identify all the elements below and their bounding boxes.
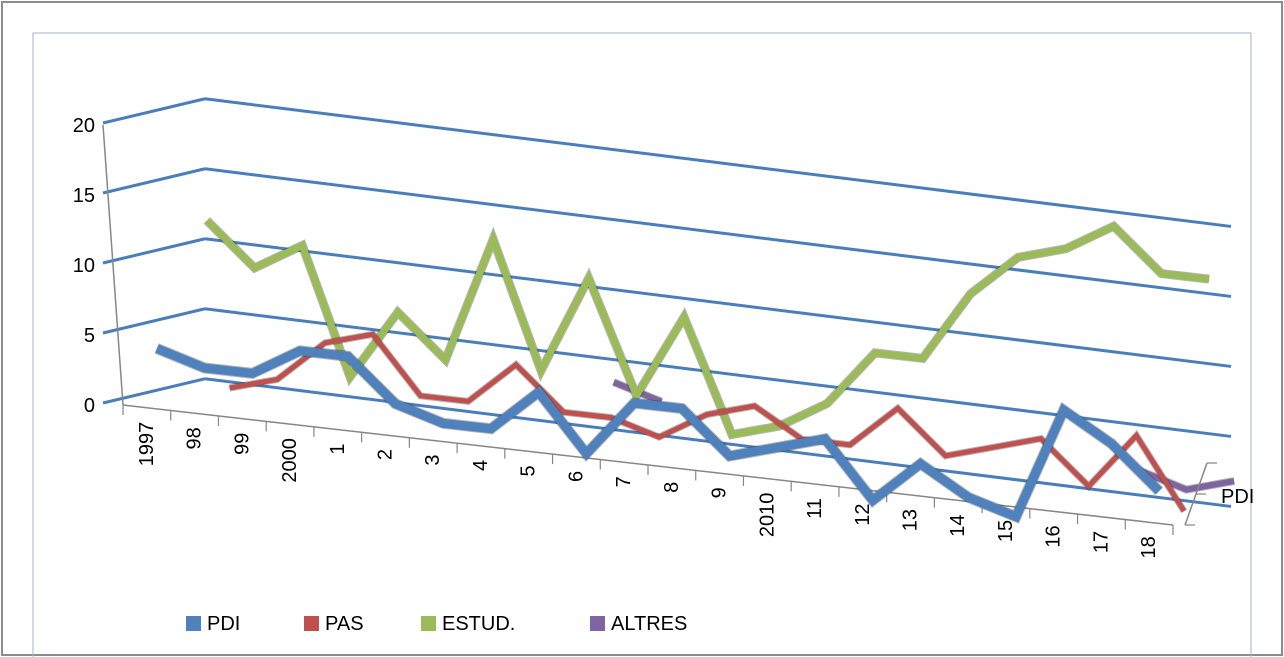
side-gridline bbox=[102, 377, 206, 405]
legend-swatch bbox=[421, 616, 436, 631]
side-gridline bbox=[102, 307, 206, 335]
legend-label: ALTRES bbox=[611, 613, 687, 635]
back-gridline bbox=[204, 97, 1232, 228]
legend-label: PDI bbox=[207, 613, 240, 635]
legend-swatch bbox=[590, 616, 605, 631]
back-gridline bbox=[204, 237, 1232, 368]
x-tick-label: 2010 bbox=[756, 493, 778, 538]
side-gridline bbox=[102, 237, 206, 265]
x-tick-label: 7 bbox=[613, 476, 635, 487]
x-tick-label: 8 bbox=[661, 482, 683, 493]
x-tick-label: 2000 bbox=[279, 438, 301, 483]
side-gridline bbox=[102, 97, 206, 125]
y-tick-label: 10 bbox=[73, 255, 95, 277]
depth-axis-label: PDI bbox=[1221, 486, 1254, 508]
y-tick-label: 20 bbox=[73, 115, 95, 137]
x-tick-label: 13 bbox=[900, 509, 922, 531]
gridlines bbox=[102, 97, 1232, 508]
x-tick-label: 18 bbox=[1138, 536, 1160, 558]
series-line-altres bbox=[1137, 467, 1235, 493]
y-axis-line bbox=[102, 124, 124, 406]
x-tick-label: 14 bbox=[947, 514, 969, 536]
x-tick-label: 9 bbox=[709, 487, 731, 498]
legend-swatch bbox=[186, 616, 201, 631]
x-tick-label: 98 bbox=[184, 427, 206, 449]
legend-label: ESTUD. bbox=[442, 613, 515, 635]
x-tick-label: 5 bbox=[518, 465, 540, 476]
series-line-estud bbox=[204, 218, 1210, 439]
side-gridline bbox=[102, 167, 206, 195]
y-axis-labels: 0 5 10 15 20 bbox=[73, 115, 95, 417]
x-tick-label: 11 bbox=[804, 498, 826, 519]
back-gridline bbox=[204, 167, 1232, 298]
y-tick-label: 15 bbox=[73, 185, 95, 207]
legend-label: PAS bbox=[325, 613, 364, 635]
series-line-pas bbox=[229, 331, 1187, 513]
legend-swatch bbox=[304, 616, 319, 631]
x-axis-labels: 1997 98 99 2000 1 2 3 4 5 6 7 8 9 2010 11 12 13 14 15 16 17 1… bbox=[136, 422, 1160, 559]
legend: PDI PAS ESTUD. ALTRES bbox=[186, 613, 687, 635]
depth-axis: PDI bbox=[1184, 462, 1254, 526]
y-tick-label: 0 bbox=[84, 395, 95, 417]
x-tick-label: 3 bbox=[422, 454, 444, 465]
x-tick-label: 1 bbox=[327, 444, 349, 455]
y-tick-label: 5 bbox=[84, 325, 95, 347]
x-tick-label: 15 bbox=[995, 520, 1017, 542]
x-tick-label: 4 bbox=[470, 460, 492, 471]
x-tick-label: 16 bbox=[1043, 525, 1065, 547]
series-line-pdi bbox=[155, 344, 1163, 523]
x-tick-label: 1997 bbox=[136, 422, 158, 467]
series-lines bbox=[154, 217, 1235, 524]
x-tick-label: 17 bbox=[1090, 531, 1112, 553]
x-tick-label: 6 bbox=[565, 471, 587, 482]
x-tick-label: 12 bbox=[852, 504, 874, 526]
x-tick-label: 2 bbox=[375, 449, 397, 460]
x-tick-label: 99 bbox=[231, 433, 253, 455]
plot-area-frame bbox=[32, 32, 1252, 657]
